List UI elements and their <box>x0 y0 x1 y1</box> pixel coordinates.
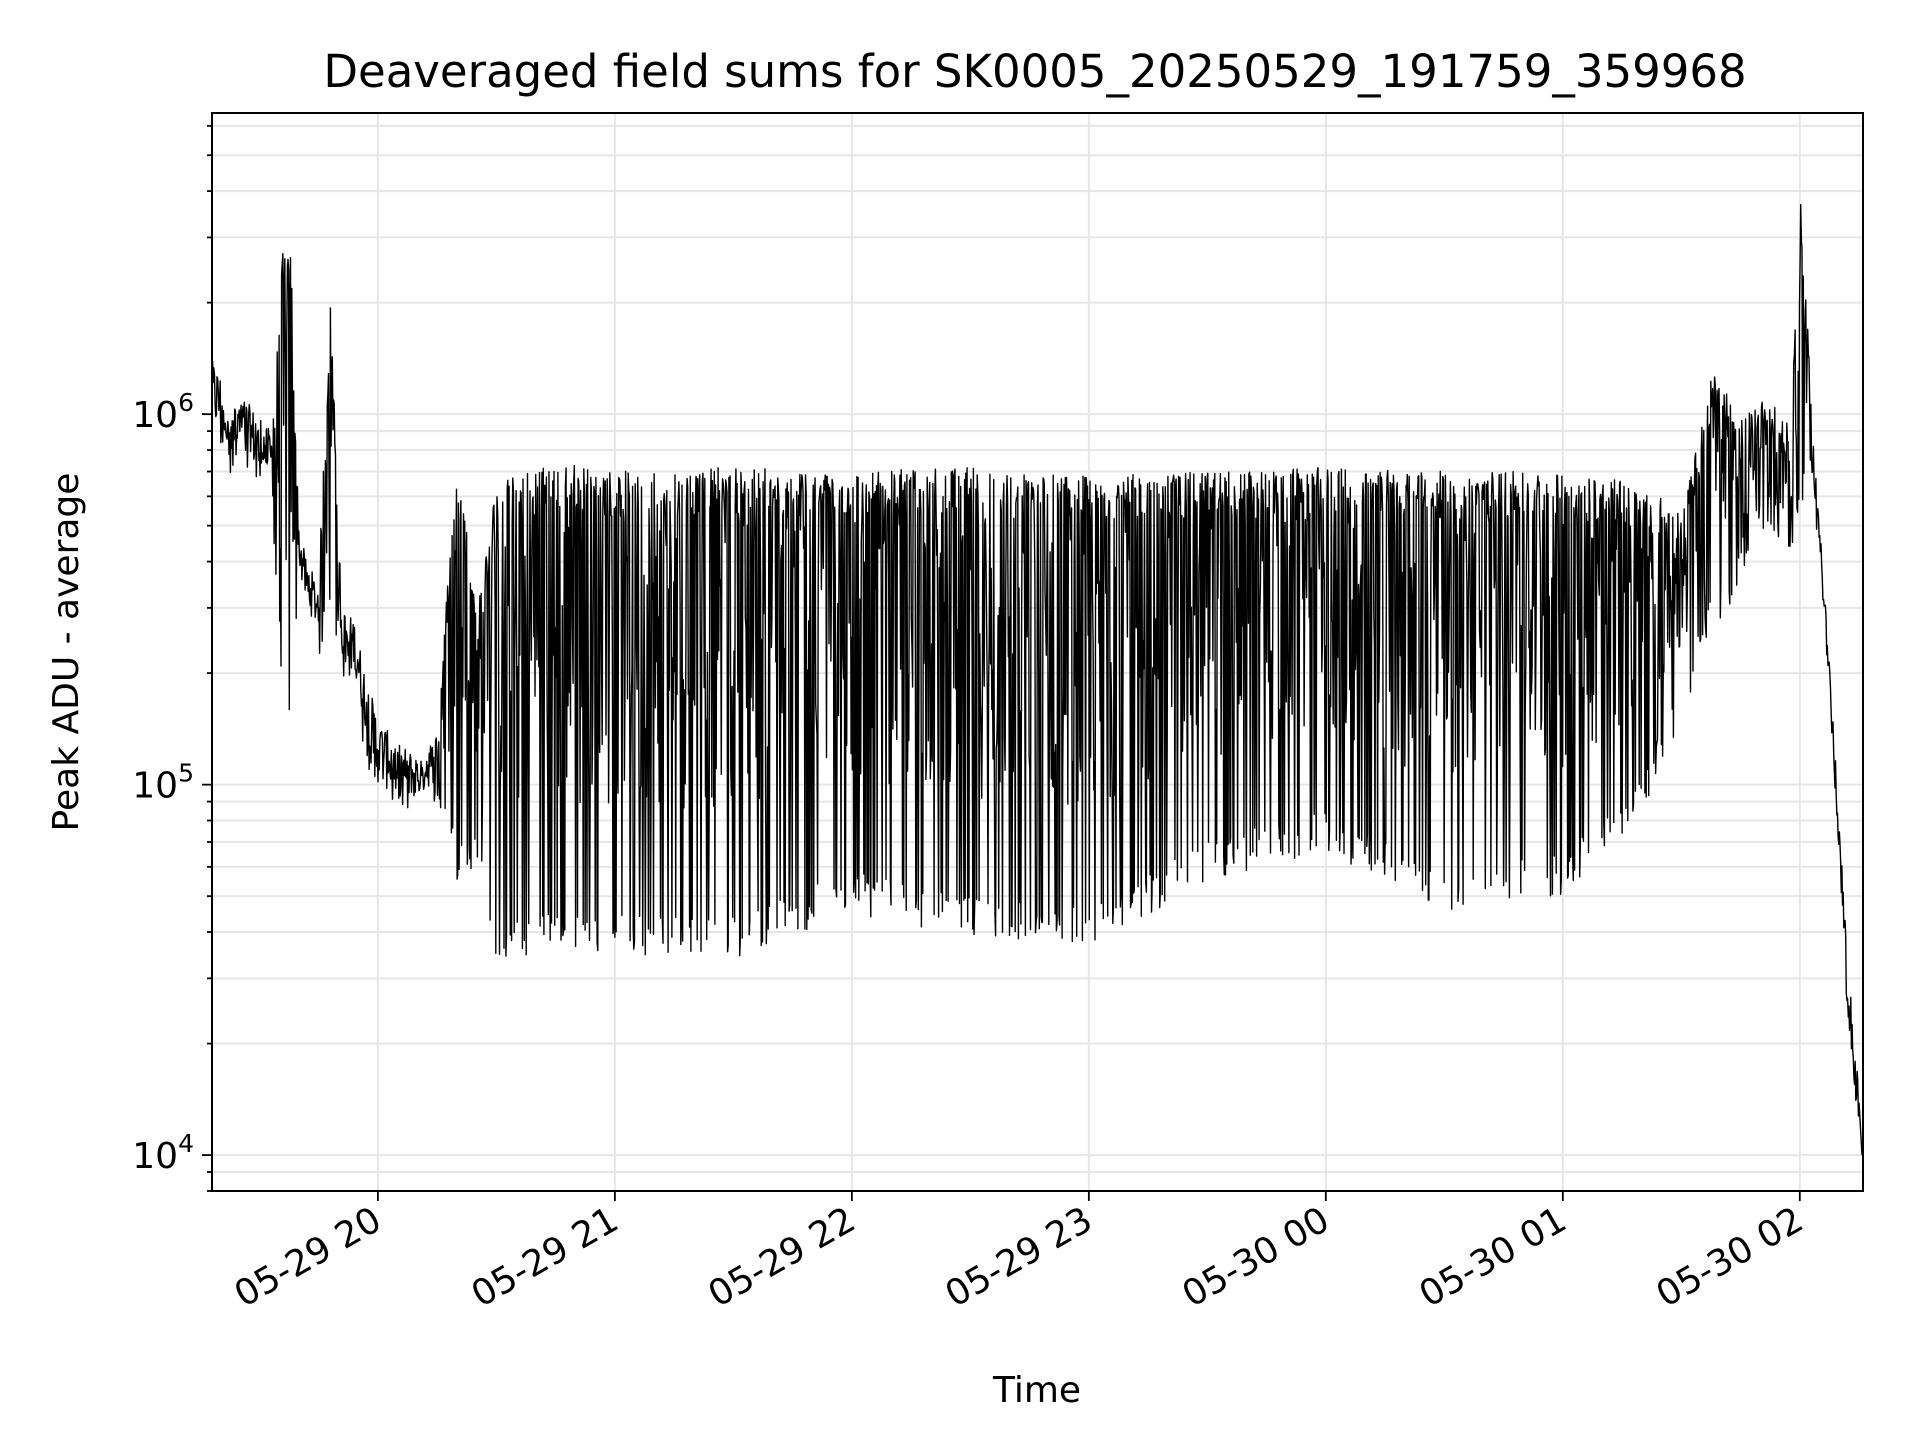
y-tick-label: 106 <box>132 388 194 436</box>
y-axis: 104 105 106 <box>132 124 212 1192</box>
chart-title: Deaveraged field sums for SK0005_2025052… <box>323 45 1746 98</box>
plot-frame <box>211 112 1864 1192</box>
y-tick-label: 105 <box>132 759 194 807</box>
series-line <box>212 204 1863 1156</box>
y-tick-label: 104 <box>132 1129 194 1177</box>
y-axis-label: Peak ADU - average <box>46 473 87 832</box>
x-axis-label: Time <box>992 1370 1081 1411</box>
plot-area <box>211 112 1864 1192</box>
